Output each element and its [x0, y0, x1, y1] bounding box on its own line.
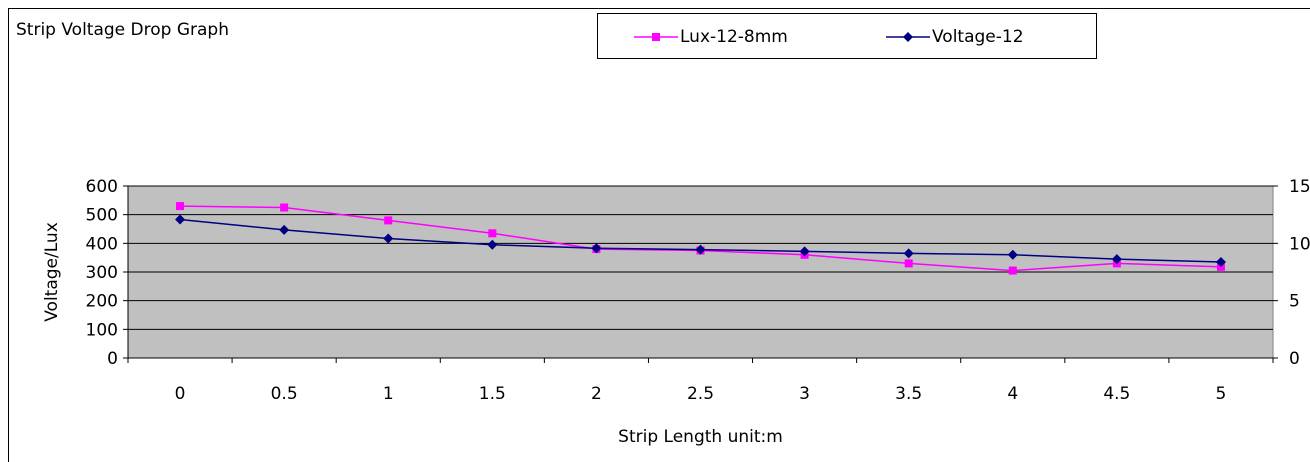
x-axis-title: Strip Length unit:m [618, 427, 783, 447]
legend: Lux-12-8mm Voltage-12 [597, 13, 1097, 59]
data-point-1 [1111, 254, 1122, 265]
data-point-1 [487, 239, 498, 250]
x-tick-label: 2.5 [687, 384, 714, 404]
x-tick-label: 0 [175, 384, 186, 404]
x-tick-label: 4.5 [1103, 384, 1130, 404]
x-tick-label: 4 [1007, 384, 1018, 404]
x-tick-label: 1 [383, 384, 394, 404]
data-point-1 [903, 248, 914, 259]
legend-item-voltage: Voltage-12 [886, 14, 1024, 60]
y2-tick-label: 5 [1289, 292, 1300, 312]
y-tick-label: 0 [107, 349, 118, 369]
data-point-0 [384, 216, 393, 225]
legend-label-lux: Lux-12-8mm [680, 27, 788, 47]
x-tick-label: 3 [799, 384, 810, 404]
voltage-legend-marker-icon [886, 32, 930, 42]
data-point-1 [279, 224, 290, 235]
data-point-0 [488, 229, 497, 238]
data-point-1 [1215, 256, 1226, 267]
y-tick-label: 300 [86, 263, 118, 283]
data-point-0 [280, 203, 289, 212]
data-point-1 [383, 233, 394, 244]
x-tick-label: 5 [1216, 384, 1227, 404]
data-point-0 [1008, 266, 1017, 275]
y2-tick-label: 0 [1289, 349, 1300, 369]
lux-legend-marker-icon [634, 33, 678, 41]
data-point-1 [799, 246, 810, 257]
chart-frame [8, 8, 1310, 462]
y-tick-label: 400 [86, 234, 118, 254]
data-point-1 [591, 243, 602, 254]
y-tick-label: 500 [86, 206, 118, 226]
y2-tick-label: 15 [1289, 177, 1310, 197]
x-tick-label: 0.5 [271, 384, 298, 404]
x-tick-label: 1.5 [479, 384, 506, 404]
y-tick-label: 600 [86, 177, 118, 197]
data-point-1 [175, 214, 186, 225]
legend-item-lux: Lux-12-8mm [634, 14, 788, 60]
data-point-0 [176, 202, 185, 211]
data-point-1 [695, 244, 706, 255]
data-point-1 [1007, 249, 1018, 260]
y2-tick-label: 10 [1289, 234, 1310, 254]
chart-title: Strip Voltage Drop Graph [16, 20, 229, 40]
x-tick-label: 3.5 [895, 384, 922, 404]
y-tick-label: 100 [86, 320, 118, 340]
legend-label-voltage: Voltage-12 [932, 27, 1024, 47]
y-axis-title: Voltage/Lux [42, 222, 62, 322]
y-tick-label: 200 [86, 292, 118, 312]
x-tick-label: 2 [591, 384, 602, 404]
data-point-0 [904, 259, 913, 268]
